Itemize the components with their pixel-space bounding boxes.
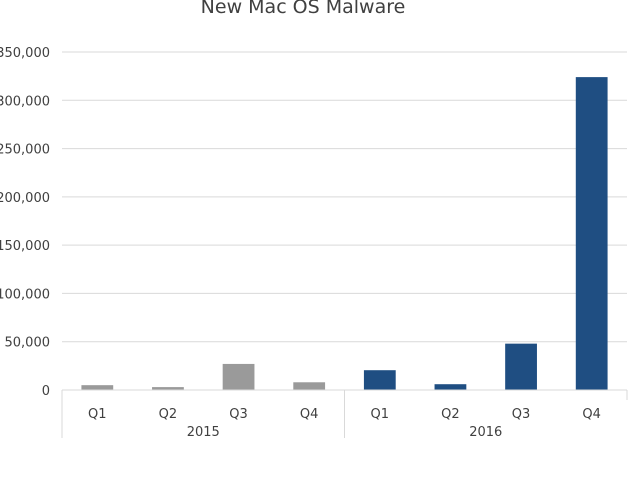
y-tick-label: 350,000	[0, 46, 50, 61]
x-category-label: Q3	[229, 407, 248, 422]
x-group-label: 2016	[469, 425, 502, 440]
x-category-label: Q1	[88, 407, 107, 422]
bars	[81, 77, 608, 390]
bar	[434, 384, 467, 390]
x-category-label: Q1	[371, 407, 390, 422]
y-tick-label: 100,000	[0, 287, 50, 302]
x-category-label: Q4	[300, 407, 319, 422]
x-category-label: Q4	[582, 407, 601, 422]
bar	[81, 385, 114, 390]
bar	[575, 77, 608, 390]
y-tick-label: 0	[42, 384, 50, 399]
bar	[222, 363, 255, 390]
bar	[152, 387, 184, 390]
y-axis-tick-labels: 0 50,000 100,000 150,000 200,000 250,000 300,0…	[0, 46, 50, 399]
y-tick-label: 150,000	[0, 239, 50, 254]
y-tick-label: 300,000	[0, 94, 50, 109]
bar	[505, 343, 537, 390]
x-group-label: 2015	[187, 425, 220, 440]
gridlines	[62, 51, 627, 343]
bar	[293, 382, 326, 390]
bar	[363, 370, 396, 390]
x-axis: Q1 Q2 Q3 Q4 Q1 Q2 Q3 Q4 2015 2016	[61, 389, 628, 440]
chart-title: New Mac OS Malware	[201, 0, 406, 18]
y-tick-label: 50,000	[5, 336, 51, 351]
x-category-label: Q2	[159, 407, 178, 422]
y-tick-label: 250,000	[0, 143, 50, 158]
x-category-label: Q2	[441, 407, 460, 422]
y-tick-label: 200,000	[0, 191, 50, 206]
x-category-label: Q3	[512, 407, 531, 422]
